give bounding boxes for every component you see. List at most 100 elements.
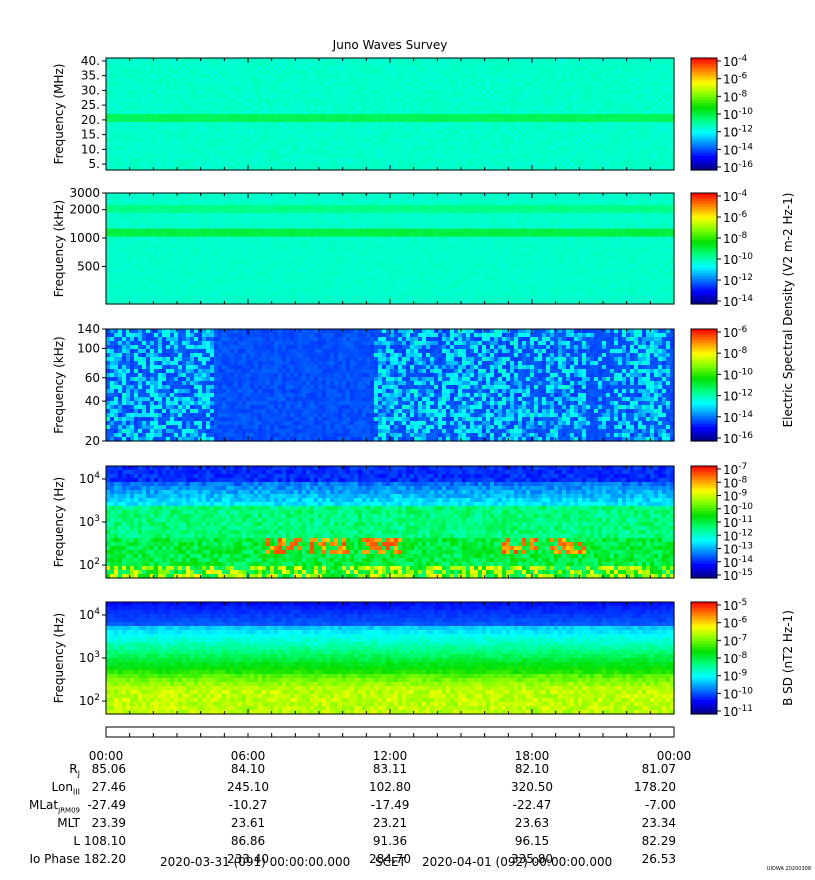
heatmap-cell [482,134,487,139]
heatmap-cell [190,232,195,238]
heatmap-cell [330,162,335,167]
heatmap-cell [510,58,515,63]
heatmap-cell [274,62,279,67]
y-axis-label: Frequency (MHz) [52,64,66,165]
heatmap-cell [114,300,119,305]
heatmap-cell [430,142,435,147]
heatmap-cell [234,78,239,83]
heatmap-cell [386,130,391,135]
heatmap-cell [402,86,407,91]
heatmap-cell [206,224,211,230]
heatmap-cell [646,122,651,127]
heatmap-cell [242,94,247,99]
heatmap-cell [586,66,591,71]
heatmap-cell [106,110,111,115]
heatmap-cell [642,130,647,135]
heatmap-cell [578,166,583,171]
heatmap-cell [442,98,447,103]
heatmap-cell [370,82,375,87]
heatmap-cell [414,114,419,119]
heatmap-cell [182,146,187,151]
heatmap-cell [130,268,135,273]
heatmap-cell [614,90,619,95]
heatmap-cell [582,138,587,143]
heatmap-cell [122,166,127,171]
heatmap-cell [534,134,539,139]
heatmap-cell [610,94,615,99]
heatmap-cell [262,62,267,67]
heatmap-cell [470,94,475,99]
heatmap-cell [662,86,667,91]
heatmap-cell [362,162,367,167]
heatmap-cell [458,154,463,159]
heatmap-cell [434,134,439,139]
heatmap-cell [250,78,255,83]
heatmap-cell [362,94,367,99]
heatmap-cell [610,122,615,127]
heatmap-cell [666,158,671,163]
heatmap-cell [510,78,515,83]
heatmap-cell [378,102,383,107]
heatmap-cell [114,296,119,301]
heatmap-cell [206,146,211,151]
heatmap-cell [422,138,427,143]
heatmap-cell [390,62,395,67]
heatmap-cell [646,114,651,119]
heatmap-cell [466,70,471,75]
heatmap-cell [162,94,167,99]
heatmap-cell [202,204,207,210]
heatmap-cell [186,240,191,246]
heatmap-cell [422,78,427,83]
heatmap-cell [158,252,163,258]
heatmap-cell [258,130,263,135]
heatmap-cell [446,142,451,147]
heatmap-cell [330,130,335,135]
heatmap-cell [134,78,139,83]
heatmap-cell [206,193,211,198]
heatmap-cell [394,150,399,155]
heatmap-cell [214,166,219,171]
heatmap-cell [486,118,491,123]
heatmap-cell [302,66,307,71]
heatmap-cell [342,158,347,163]
heatmap-cell [178,252,183,258]
heatmap-cell [658,90,663,95]
heatmap-cell [290,94,295,99]
heatmap-cell [202,228,207,234]
heatmap-cell [422,94,427,99]
heatmap-cell [158,70,163,75]
heatmap-cell [402,78,407,83]
heatmap-cell [638,66,643,71]
heatmap-cell [194,292,199,297]
heatmap-cell [526,78,531,83]
heatmap-cell [110,268,115,273]
heatmap-cell [654,82,659,87]
heatmap-cell [270,126,275,131]
heatmap-cell [230,166,235,171]
heatmap-cell [410,86,415,91]
heatmap-cell [182,224,187,230]
heatmap-cell [442,74,447,79]
heatmap-cell [642,90,647,95]
heatmap-cell [670,78,675,83]
heatmap-cell [458,90,463,95]
heatmap-cell [194,94,199,99]
heatmap-cell [414,86,419,91]
heatmap-cell [454,98,459,103]
heatmap-cell [578,130,583,135]
heatmap-cell [118,142,123,147]
heatmap-cell [518,114,523,119]
heatmap-cell [394,58,399,63]
heatmap-cell [634,150,639,155]
heatmap-cell [394,62,399,67]
heatmap-cell [114,252,119,258]
heatmap-cell [546,166,551,171]
heatmap-cell [126,142,131,147]
heatmap-cell [206,228,211,234]
heatmap-cell [554,94,559,99]
heatmap-cell [230,236,235,242]
heatmap-cell [114,280,119,285]
heatmap-cell [598,102,603,107]
heatmap-cell [138,86,143,91]
heatmap-cell [494,146,499,151]
